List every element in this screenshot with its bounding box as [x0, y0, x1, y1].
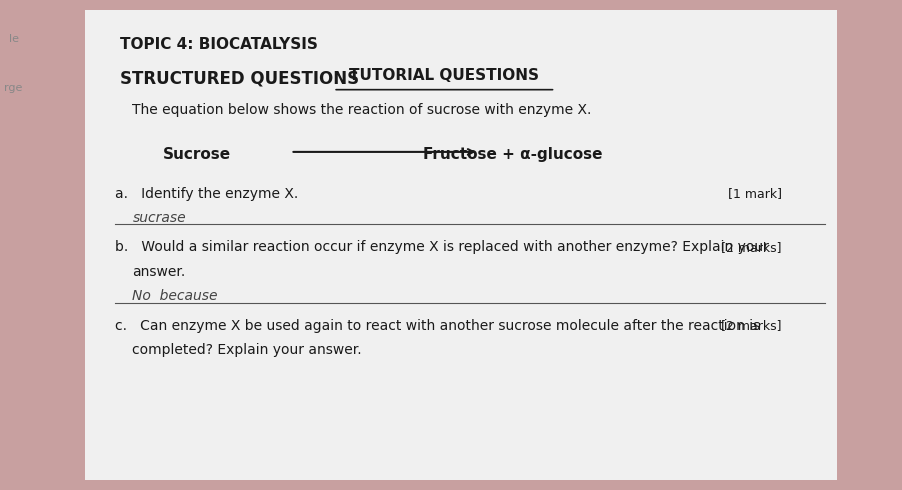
- FancyBboxPatch shape: [86, 10, 836, 480]
- Text: Fructose + α-glucose: Fructose + α-glucose: [422, 147, 602, 162]
- Text: sucrase: sucrase: [133, 211, 186, 225]
- Text: [2 marks]: [2 marks]: [721, 319, 781, 332]
- Text: Sucrose: Sucrose: [162, 147, 230, 162]
- Text: TOPIC 4: BIOCATALYSIS: TOPIC 4: BIOCATALYSIS: [119, 37, 318, 51]
- Text: The equation below shows the reaction of sucrose with enzyme X.: The equation below shows the reaction of…: [133, 103, 591, 117]
- Text: STRUCTURED QUESTIONS: STRUCTURED QUESTIONS: [119, 70, 358, 87]
- Text: a.   Identify the enzyme X.: a. Identify the enzyme X.: [115, 187, 299, 200]
- Text: TUTORIAL QUESTIONS: TUTORIAL QUESTIONS: [349, 69, 538, 83]
- Text: answer.: answer.: [133, 265, 186, 279]
- Text: b.   Would a similar reaction occur if enzyme X is replaced with another enzyme?: b. Would a similar reaction occur if enz…: [115, 241, 769, 254]
- Text: le: le: [8, 34, 19, 44]
- Text: [1 mark]: [1 mark]: [727, 187, 781, 200]
- Text: rge: rge: [5, 83, 23, 93]
- Text: completed? Explain your answer.: completed? Explain your answer.: [133, 343, 362, 357]
- Text: c.   Can enzyme X be used again to react with another sucrose molecule after the: c. Can enzyme X be used again to react w…: [115, 319, 759, 333]
- Text: No  because: No because: [133, 290, 217, 303]
- Text: [2 marks]: [2 marks]: [721, 241, 781, 254]
